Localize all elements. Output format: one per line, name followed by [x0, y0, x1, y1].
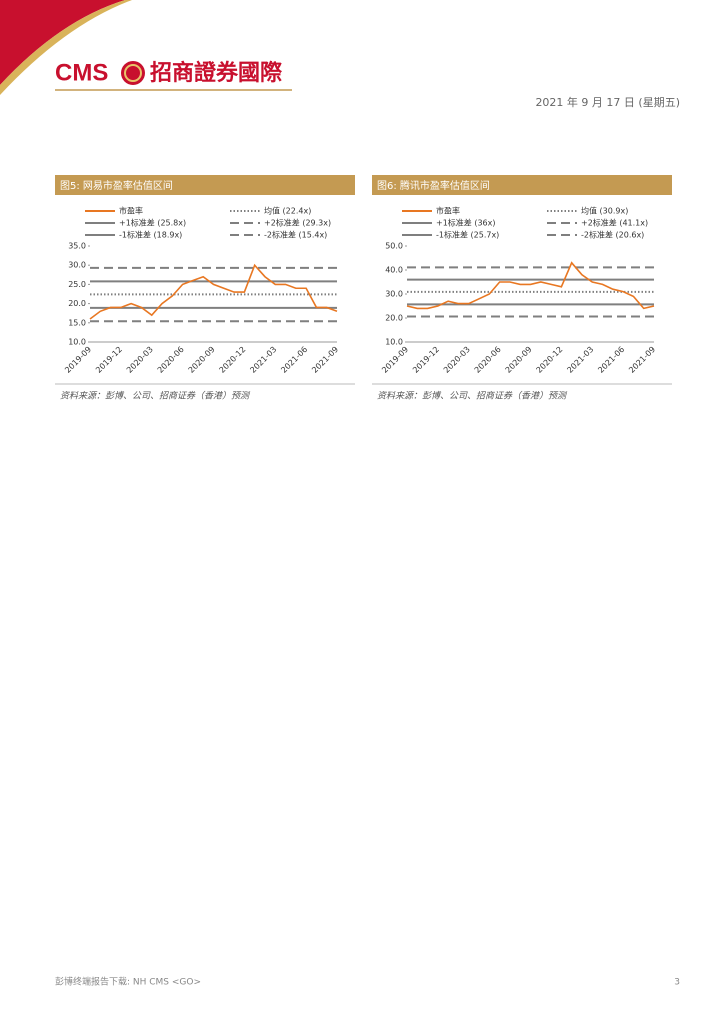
date: 2021 年 9 月 17 日 (星期五)	[535, 95, 680, 109]
page-number: 3	[674, 978, 680, 988]
pe-line	[89, 263, 338, 320]
x-tick-label: 2021-06	[279, 345, 309, 375]
x-tick-label: 2020-09	[187, 345, 217, 375]
y-tick-label: 20.0	[385, 314, 403, 323]
x-tick-label: 2021-06	[596, 345, 626, 375]
x-tick-label: 2020-12	[218, 345, 248, 375]
y-tick-label: 10.0	[68, 338, 86, 347]
x-tick-label: 2019-09	[63, 345, 93, 375]
legend-label: -2标准差 (15.4x)	[264, 230, 327, 240]
legend-label: 市盈率	[119, 206, 143, 216]
y-tick-label: 40.0	[385, 266, 403, 275]
y-tick-label: 10.0	[385, 338, 403, 347]
figure-source: 资料来源：彭博、公司、招商证券（香港）预测	[60, 391, 251, 402]
legend-label: +1标准差 (25.8x)	[119, 218, 186, 228]
x-tick-label: 2021-09	[310, 345, 340, 375]
x-tick-label: 2019-12	[94, 345, 124, 375]
y-tick-label: 25.0	[68, 280, 86, 289]
y-tick-label: 30.0	[385, 290, 403, 299]
footer-text: 彭博终端报告下载: NH CMS <GO>	[55, 976, 201, 988]
x-tick-label: 2020-09	[504, 345, 534, 375]
legend-label: -1标准差 (18.9x)	[119, 230, 182, 240]
x-tick-label: 2019-09	[380, 345, 410, 375]
x-tick-label: 2020-03	[125, 345, 155, 375]
figure-title-bar	[55, 175, 355, 195]
legend-label: -1标准差 (25.7x)	[436, 230, 499, 240]
figure-title: 图6: 腾讯市盈率估值区间	[377, 179, 490, 192]
x-tick-label: 2021-03	[248, 345, 278, 375]
x-tick-label: 2021-09	[627, 345, 657, 375]
legend-label: +1标准差 (36x)	[436, 218, 496, 228]
x-tick-label: 2020-06	[473, 345, 503, 375]
y-tick-label: 30.0	[68, 261, 86, 270]
legend-label: 均值 (30.9x)	[581, 206, 628, 216]
x-tick-label: 2020-12	[535, 345, 565, 375]
legend-label: +2标准差 (41.1x)	[581, 218, 648, 228]
x-tick-label: 2020-03	[442, 345, 472, 375]
figure-source: 资料来源：彭博、公司、招商证券（香港）预测	[377, 391, 568, 402]
legend-label: +2标准差 (29.3x)	[264, 218, 331, 228]
x-tick-label: 2019-12	[411, 345, 441, 375]
corner-decoration	[0, 0, 125, 85]
x-tick-label: 2020-06	[156, 345, 186, 375]
company-name: 招商證券國際	[150, 60, 283, 86]
y-tick-label: 35.0	[68, 242, 86, 251]
legend-label: 均值 (22.4x)	[264, 206, 311, 216]
legend-label: -2标准差 (20.6x)	[581, 230, 644, 240]
legend-label: 市盈率	[436, 206, 460, 216]
y-tick-label: 50.0	[385, 242, 403, 251]
figure-title: 图5: 网易市盈率估值区间	[60, 179, 173, 192]
x-tick-label: 2021-03	[565, 345, 595, 375]
pe-line	[406, 261, 655, 310]
figure-title-bar	[372, 175, 672, 195]
y-tick-label: 15.0	[68, 318, 86, 327]
logo-emblem-ring	[124, 64, 142, 82]
y-tick-label: 20.0	[68, 299, 86, 308]
logo: CMS	[55, 59, 108, 86]
